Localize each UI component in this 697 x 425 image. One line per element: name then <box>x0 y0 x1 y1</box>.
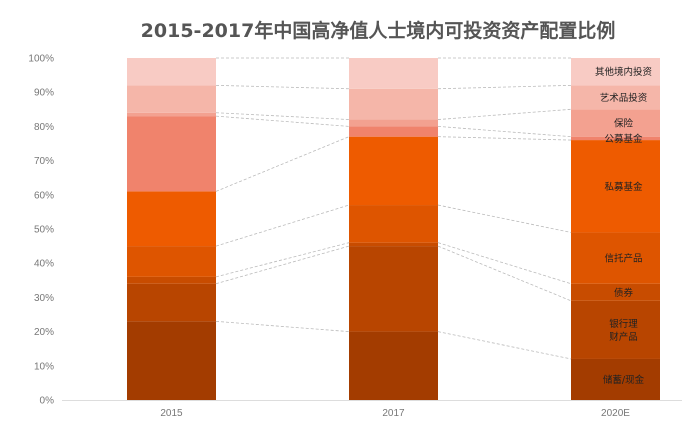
bar-segment <box>571 136 660 141</box>
bar-segment <box>127 85 216 113</box>
y-tick-label: 90% <box>34 88 54 99</box>
segment-label: 储蓄/现金 <box>603 374 645 386</box>
bar-segment <box>571 300 660 359</box>
segment-label: 银行理 <box>609 318 638 330</box>
bar-segment <box>127 191 216 247</box>
segment-label: 财产品 <box>609 331 638 343</box>
connector-line <box>215 136 350 192</box>
bar-segment <box>127 321 216 400</box>
x-tick-label: 2020E <box>601 408 630 419</box>
connector-line <box>215 204 350 247</box>
bar-segment <box>349 126 438 137</box>
bar-segment <box>571 358 660 400</box>
y-tick-label: 100% <box>28 54 54 65</box>
connector-line <box>437 126 572 138</box>
x-tick-label: 2017 <box>382 408 405 419</box>
bar-segment <box>127 58 216 86</box>
y-tick-label: 30% <box>34 293 54 304</box>
connector-line <box>437 242 572 285</box>
bar-segment <box>571 85 660 110</box>
bar-segment <box>127 112 216 117</box>
bar-segment <box>349 88 438 120</box>
x-tick-label: 2015 <box>160 408 183 419</box>
bar-segment <box>349 136 438 206</box>
bar-segment <box>349 119 438 127</box>
bar-segment <box>349 331 438 400</box>
segment-label: 保险 <box>614 117 634 129</box>
segment-label: 公募基金 <box>604 133 643 145</box>
bar-segment <box>571 232 660 284</box>
y-tick-label: 20% <box>34 327 54 338</box>
y-tick-label: 80% <box>34 122 54 133</box>
connector-line <box>215 84 350 90</box>
y-tick-label: 60% <box>34 190 54 201</box>
bar-segment <box>349 242 438 247</box>
segment-label: 债券 <box>614 287 634 299</box>
connector-line <box>437 245 572 302</box>
bar-segment <box>349 246 438 332</box>
connector-line <box>437 108 572 120</box>
bar-segment <box>127 283 216 322</box>
connector-line <box>437 84 572 90</box>
y-tick-label: 40% <box>34 259 54 270</box>
bar-segment <box>571 109 660 137</box>
connector-line <box>215 245 350 285</box>
bar-segment <box>127 116 216 192</box>
bar-segment <box>127 276 216 284</box>
segment-label: 艺术品投资 <box>600 92 648 104</box>
connector-line <box>437 204 572 233</box>
bar-segment <box>127 246 216 277</box>
connector-line <box>215 115 350 127</box>
bar-segment <box>571 58 660 86</box>
y-tick-label: 50% <box>34 225 54 236</box>
y-tick-label: 10% <box>34 361 54 372</box>
connector-line <box>215 112 350 120</box>
segment-label: 信托产品 <box>604 253 642 265</box>
segment-label: 私募基金 <box>604 181 643 193</box>
chart-title: 2015-2017年中国高净值人士境内可投资资产配置比例 <box>141 19 616 42</box>
bar-segment <box>349 58 438 89</box>
segment-label: 其他境内投资 <box>595 66 653 78</box>
bar-segment <box>571 140 660 233</box>
connector-line <box>215 242 350 278</box>
connector-line <box>437 136 572 141</box>
connector-line <box>215 320 350 332</box>
y-tick-label: 0% <box>40 396 55 407</box>
bar-segment <box>571 283 660 301</box>
connector-line <box>437 331 572 360</box>
bar-segment <box>349 205 438 243</box>
y-tick-label: 70% <box>34 156 54 167</box>
